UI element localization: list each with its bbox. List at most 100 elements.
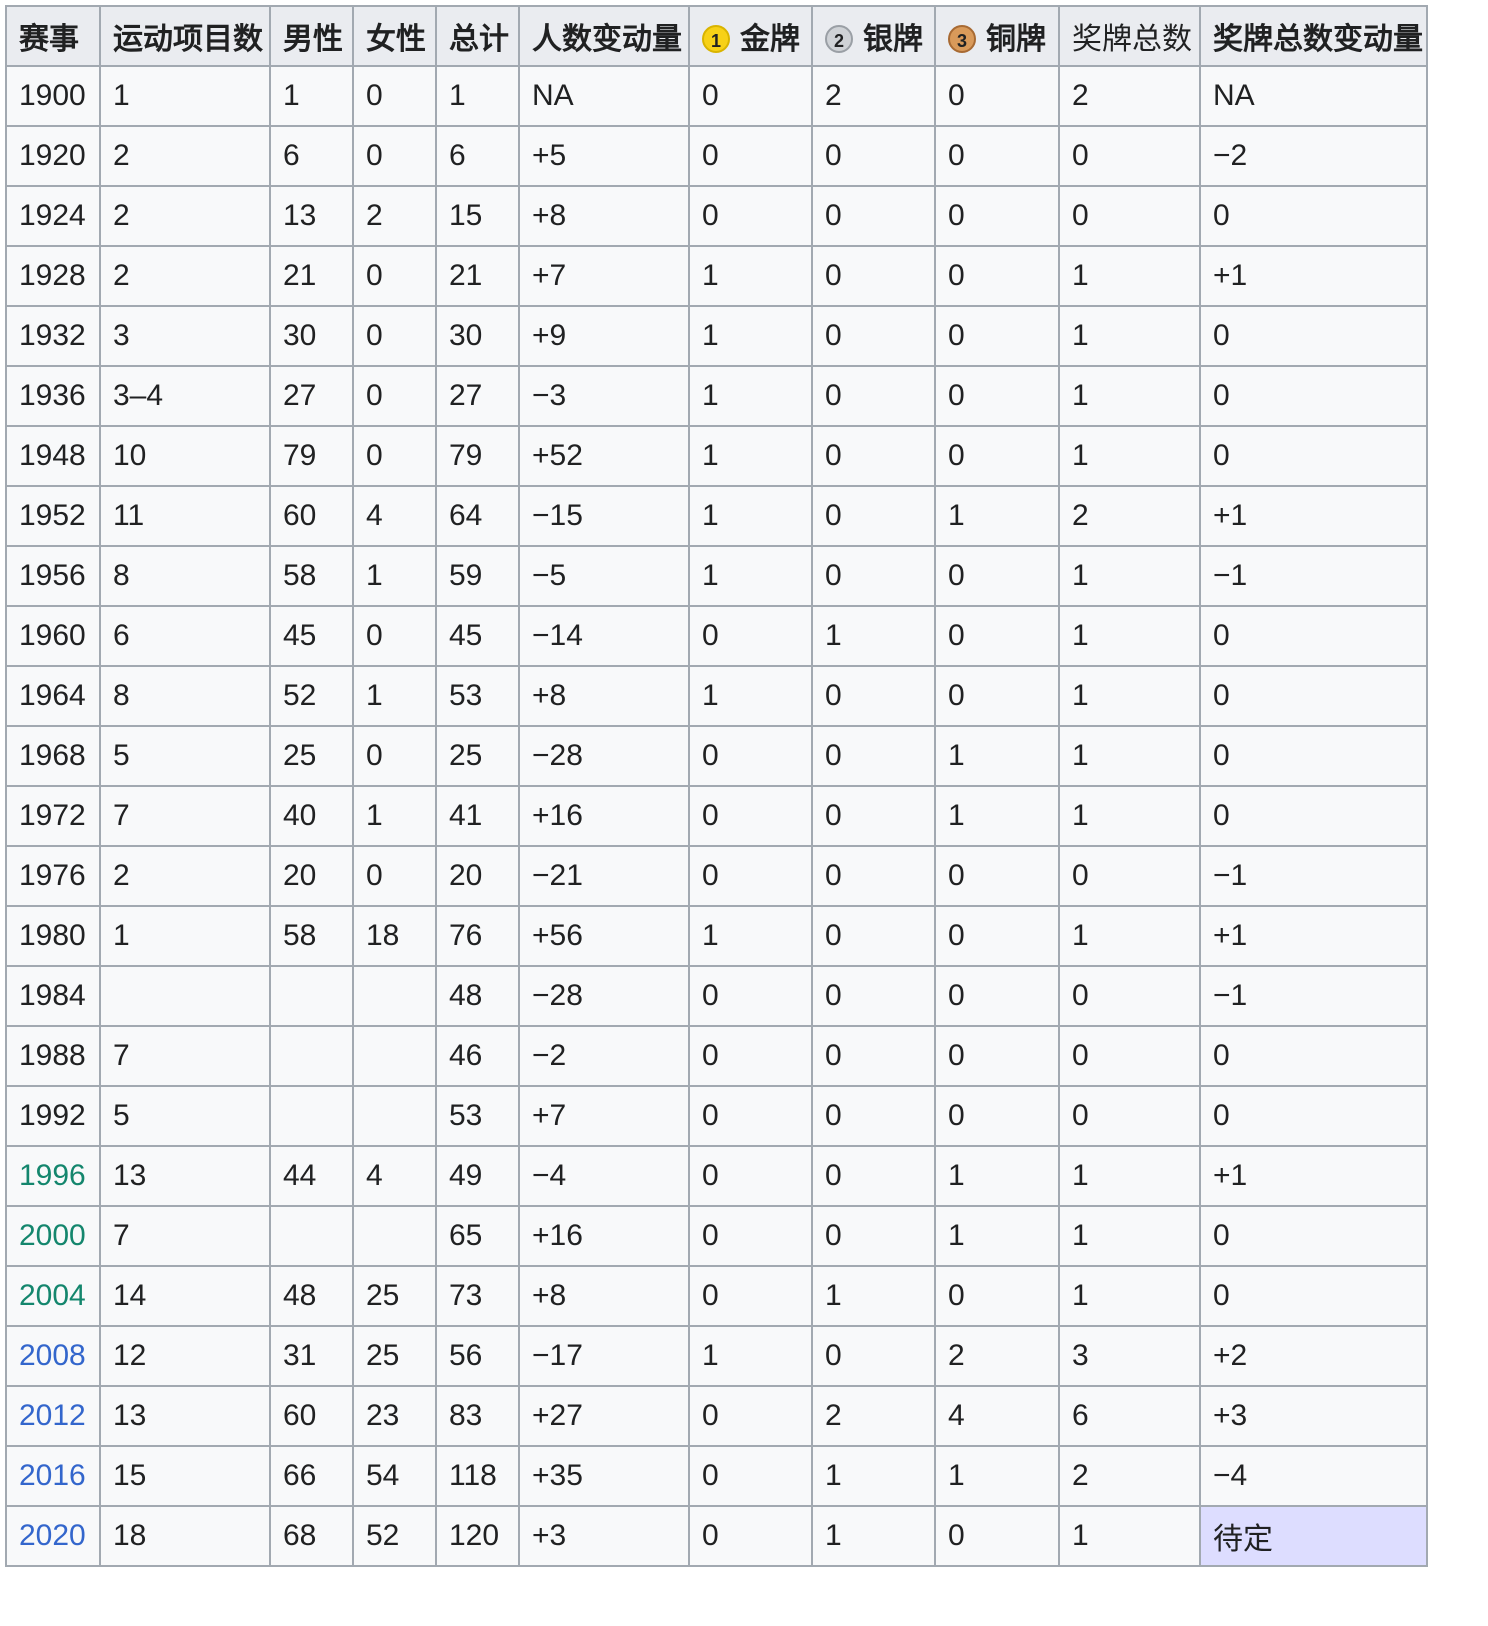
event-link[interactable]: 2016: [5, 1445, 101, 1507]
cell-male: 68: [269, 1505, 354, 1567]
cell-female: 0: [352, 125, 437, 187]
cell-gold: 0: [688, 65, 813, 127]
cell-sports: 2: [99, 125, 271, 187]
cell-sports: 6: [99, 605, 271, 667]
cell-event: 1924: [5, 185, 101, 247]
cell-change: −2: [518, 1025, 690, 1087]
header-medals-change: 奖牌总数变动量: [1199, 5, 1428, 67]
cell-change: +8: [518, 185, 690, 247]
cell-bronze: 2: [934, 1325, 1060, 1387]
cell-medals-total: 0: [1058, 1085, 1201, 1147]
header-gold: 1 金牌: [688, 5, 813, 67]
cell-total: 65: [435, 1205, 520, 1267]
cell-female: [352, 1025, 437, 1087]
header-male: 男性: [269, 5, 354, 67]
cell-silver: 0: [811, 905, 936, 967]
cell-event: 1980: [5, 905, 101, 967]
cell-medals-change: 0: [1199, 1265, 1428, 1327]
cell-event: 1952: [5, 485, 101, 547]
cell-silver: 1: [811, 1505, 936, 1567]
cell-male: [269, 1085, 354, 1147]
cell-silver: 1: [811, 1265, 936, 1327]
cell-bronze: 1: [934, 1205, 1060, 1267]
cell-medals-total: 1: [1058, 425, 1201, 487]
cell-silver: 2: [811, 1385, 936, 1447]
cell-gold: 0: [688, 1085, 813, 1147]
cell-event: 1964: [5, 665, 101, 727]
cell-bronze: 0: [934, 245, 1060, 307]
cell-silver: 0: [811, 185, 936, 247]
cell-total: 20: [435, 845, 520, 907]
cell-change: +9: [518, 305, 690, 367]
cell-bronze: 0: [934, 1505, 1060, 1567]
cell-medals-total: 1: [1058, 905, 1201, 967]
table-row: 1952 11 60 4 64 −15 1 0 1 2 +1: [5, 485, 1428, 547]
cell-event: 1948: [5, 425, 101, 487]
cell-gold: 1: [688, 545, 813, 607]
cell-male: [269, 1025, 354, 1087]
cell-sports: 14: [99, 1265, 271, 1327]
cell-gold: 0: [688, 785, 813, 847]
header-change: 人数变动量: [518, 5, 690, 67]
cell-sports: 1: [99, 65, 271, 127]
event-link[interactable]: 2012: [5, 1385, 101, 1447]
cell-female: [352, 1205, 437, 1267]
cell-bronze: 0: [934, 125, 1060, 187]
cell-medals-change: −1: [1199, 965, 1428, 1027]
cell-male: 60: [269, 1385, 354, 1447]
cell-bronze: 1: [934, 485, 1060, 547]
cell-gold: 0: [688, 1445, 813, 1507]
cell-event: 1900: [5, 65, 101, 127]
cell-total: 21: [435, 245, 520, 307]
event-link[interactable]: 1996: [5, 1145, 101, 1207]
cell-total: 46: [435, 1025, 520, 1087]
cell-bronze: 0: [934, 845, 1060, 907]
cell-total: 59: [435, 545, 520, 607]
cell-bronze: 0: [934, 1085, 1060, 1147]
cell-change: NA: [518, 65, 690, 127]
cell-silver: 0: [811, 1205, 936, 1267]
table-row: 1936 3–4 27 0 27 −3 1 0 0 1 0: [5, 365, 1428, 427]
cell-medals-change: 0: [1199, 725, 1428, 787]
header-silver-label: 银牌: [863, 23, 923, 56]
header-gold-label: 金牌: [740, 23, 800, 56]
cell-silver: 0: [811, 305, 936, 367]
cell-medals-change: 0: [1199, 185, 1428, 247]
cell-silver: 0: [811, 1325, 936, 1387]
cell-medals-total: 0: [1058, 845, 1201, 907]
cell-medals-total: 1: [1058, 1205, 1201, 1267]
event-link[interactable]: 2020: [5, 1505, 101, 1567]
cell-gold: 1: [688, 305, 813, 367]
cell-female: [352, 965, 437, 1027]
cell-change: −5: [518, 545, 690, 607]
cell-total: 64: [435, 485, 520, 547]
cell-sports: 2: [99, 845, 271, 907]
table-row: 2016 15 66 54 118 +35 0 1 1 2 −4: [5, 1445, 1428, 1507]
cell-change: −4: [518, 1145, 690, 1207]
cell-bronze: 0: [934, 185, 1060, 247]
cell-gold: 0: [688, 1505, 813, 1567]
cell-medals-total: 1: [1058, 785, 1201, 847]
cell-male: 40: [269, 785, 354, 847]
cell-bronze: 1: [934, 1145, 1060, 1207]
event-link[interactable]: 2008: [5, 1325, 101, 1387]
cell-change: −28: [518, 965, 690, 1027]
cell-bronze: 0: [934, 365, 1060, 427]
header-total: 总计: [435, 5, 520, 67]
cell-male: 44: [269, 1145, 354, 1207]
cell-sports: 7: [99, 1025, 271, 1087]
cell-medals-change: +1: [1199, 485, 1428, 547]
cell-change: +52: [518, 425, 690, 487]
header-sports: 运动项目数: [99, 5, 271, 67]
cell-sports: 12: [99, 1325, 271, 1387]
cell-total: 76: [435, 905, 520, 967]
cell-male: 20: [269, 845, 354, 907]
cell-medals-total: 2: [1058, 1445, 1201, 1507]
cell-change: +7: [518, 245, 690, 307]
event-link[interactable]: 2000: [5, 1205, 101, 1267]
cell-sports: 8: [99, 665, 271, 727]
cell-event: 1928: [5, 245, 101, 307]
cell-sports: 5: [99, 725, 271, 787]
cell-male: 1: [269, 65, 354, 127]
event-link[interactable]: 2004: [5, 1265, 101, 1327]
